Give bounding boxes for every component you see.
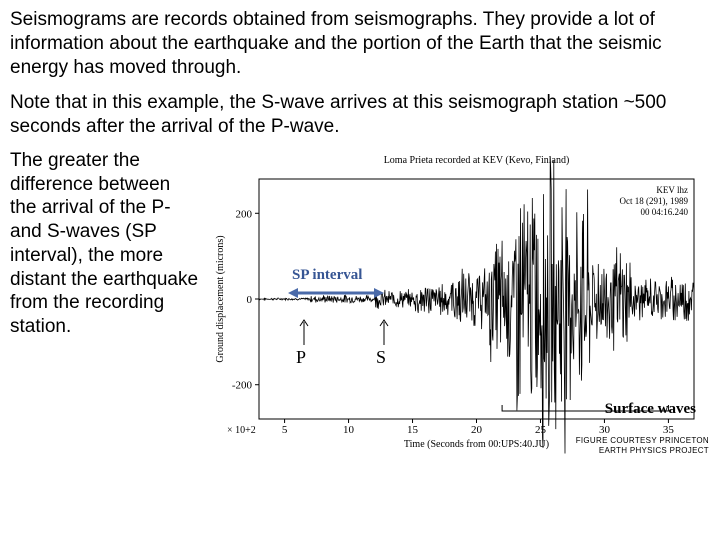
svg-text:15: 15 xyxy=(407,424,419,436)
bottom-row: The greater the difference between the a… xyxy=(0,139,720,469)
svg-text:10: 10 xyxy=(343,424,355,436)
sp-interval-arrow-icon xyxy=(288,285,384,301)
sp-interval-label: SP interval xyxy=(292,267,362,284)
chart-credit-1: FIGURE COURTESY PRINCETON xyxy=(576,436,709,445)
seismogram-chart: Loma Prieta recorded at KEV (Kevo, Finla… xyxy=(204,149,714,469)
s-wave-label: S xyxy=(376,347,386,368)
svg-text:20: 20 xyxy=(471,424,483,436)
chart-meta-3: 00 04:16.240 xyxy=(640,207,688,217)
surface-waves-label: Surface waves xyxy=(605,401,696,418)
y-axis-label: Ground displacement (microns) xyxy=(215,235,226,362)
svg-text:25: 25 xyxy=(535,424,547,436)
x-ticks: 5 10 15 20 25 30 35 xyxy=(282,419,675,436)
chart-credit-2: EARTH PHYSICS PROJECT xyxy=(599,446,709,455)
svg-text:200: 200 xyxy=(236,208,253,220)
chart-meta-1: KEV lhz xyxy=(656,185,688,195)
s-arrow-icon xyxy=(379,317,389,345)
svg-text:30: 30 xyxy=(599,424,611,436)
side-paragraph: The greater the difference between the a… xyxy=(10,149,200,469)
x-scale-label: × 10+2 xyxy=(227,425,256,436)
intro-paragraph-2: Note that in this example, the S-wave ar… xyxy=(0,79,720,139)
chart-title: Loma Prieta recorded at KEV (Kevo, Finla… xyxy=(384,155,570,166)
p-wave-label: P xyxy=(296,347,306,368)
seismogram-svg: Loma Prieta recorded at KEV (Kevo, Finla… xyxy=(204,149,714,469)
p-arrow-icon xyxy=(299,317,309,345)
intro-paragraph-1: Seismograms are records obtained from se… xyxy=(0,0,720,79)
svg-text:35: 35 xyxy=(663,424,675,436)
svg-text:-200: -200 xyxy=(232,379,253,391)
y-ticks: -200 0 200 xyxy=(232,208,259,391)
svg-text:5: 5 xyxy=(282,424,288,436)
x-axis-label: Time (Seconds from 00:UPS:40.JU) xyxy=(404,439,549,450)
chart-meta-2: Oct 18 (291), 1989 xyxy=(620,196,689,206)
svg-text:0: 0 xyxy=(247,294,253,306)
